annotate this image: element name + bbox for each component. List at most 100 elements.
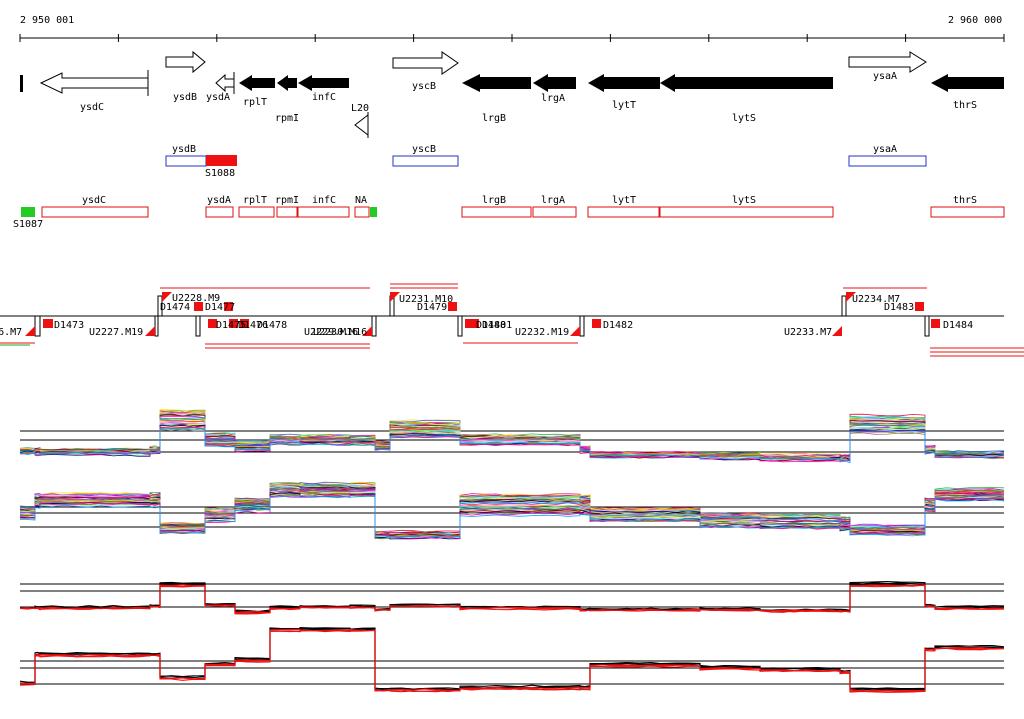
segment-label: U2230.M16 [313,327,367,338]
genome-ruler: 2 950 001 2 960 000 [19,15,1005,42]
segment-label: U2234.M7 [852,294,900,305]
segment-label: U2227.M19 [89,327,143,338]
segment-label: U2226.M7 [0,327,22,338]
segment-label: D1484 [943,320,973,331]
segment-label: D1473 [54,320,84,331]
gene-L20[interactable]: L20 [351,103,369,138]
segment-marker-D1473[interactable] [43,319,53,328]
gene-ysdB[interactable]: ysdB [165,50,206,103]
gene-infC[interactable]: infC [298,75,349,103]
gene-rpmI[interactable]: rpmI [275,75,299,124]
feature-label: S1087 [13,219,43,230]
segment-marker-D1477[interactable] [224,302,233,311]
feature-box-ysdC[interactable] [41,206,149,218]
segment-label: U2232.M19 [515,327,569,338]
panel-reverse-strand-summary [19,627,1005,693]
gene-label: rpmI [275,113,299,124]
gene-label: ysaA [873,71,897,82]
gene-label: lytS [732,113,756,124]
segment-marker-D1479[interactable] [448,302,457,311]
segment-marker-D1476[interactable] [229,319,238,328]
gene-lrgA[interactable]: lrgA [533,74,576,104]
gene-label: lrgB [482,113,506,124]
segment-marker-D1483[interactable] [915,302,924,311]
feature-label: S1088 [205,168,235,179]
gene-label: ysdA [206,92,230,103]
segment-marker-D1480[interactable] [465,319,479,328]
feature-label: ysaA [873,144,897,155]
feature-box-S1087[interactable] [21,207,35,217]
ruler-end-label: 2 960 000 [948,15,1002,26]
feature-box-lytT[interactable] [587,206,660,218]
feature-label: lrgA [541,195,565,206]
gene-thrS[interactable]: thrS [931,74,1004,111]
segment-marker-D1484[interactable] [931,319,940,328]
segment-marker-D1474[interactable] [194,302,203,311]
feature-label: ysdB [172,144,196,155]
feature-box-NA[interactable] [354,206,370,218]
feature-box-infC[interactable] [297,206,350,218]
feature-box-thrS[interactable] [930,206,1005,218]
feature-label: lrgB [482,195,506,206]
segment-label: D1479 [417,302,447,313]
gene-label: ysdB [173,92,197,103]
gene-label: infC [312,92,336,103]
gene-label: ysdC [80,102,104,113]
gene-annotation-track: ysdC ysdB ysdA rplT rpmI infC L20 [20,50,1004,138]
feature-box-lytS[interactable] [659,206,834,218]
segment-label: D1483 [884,302,914,313]
start-marker [370,207,377,217]
gene-rplT[interactable]: rplT [239,75,275,108]
gene-lytT[interactable]: lytT [588,74,660,111]
segment-label: U2233.M7 [784,327,832,338]
feature-box-rplT[interactable] [238,206,275,218]
feature-label: ysdA [207,195,231,206]
gene-ysaA[interactable]: ysaA [848,51,927,82]
feature-label: yscB [412,144,436,155]
feature-box-S1088[interactable] [206,155,237,166]
segment-marker-D1482[interactable] [592,319,601,328]
gene-label: rplT [243,97,267,108]
segment-label: D1481 [482,320,512,331]
expression-panels [19,409,1005,693]
feature-box-rpmI[interactable] [276,206,298,218]
segment-label: U2231.M10 [399,294,453,305]
feature-box-lrgA[interactable] [532,206,577,218]
forward-feature-track: ysdB S1088 yscB ysaA [165,144,927,179]
gene-ysdA[interactable]: ysdA [206,72,235,103]
feature-label: ysdC [82,195,106,206]
panel-reverse-strand-tiling [19,481,1005,540]
gene-fragment-left[interactable] [20,75,23,92]
gene-yscB[interactable]: yscB [392,51,459,92]
panel-forward-strand-tiling [19,409,1005,464]
segmentation-track: U2228.M9 D1474 D1477 U2231.M10 D1479 U22… [0,283,1024,357]
feature-box-ysaA[interactable] [848,155,927,167]
gene-label: thrS [953,100,977,111]
feature-box-lrgB[interactable] [461,206,532,218]
segment-label: D1476 [238,320,268,331]
gene-lrgB[interactable]: lrgB [462,74,531,124]
feature-box-yscB[interactable] [392,155,459,167]
reverse-feature-track: S1087 ysdC ysdA rplT rpmI infC NA lrgB l… [13,195,1005,230]
segment-label: U2228.M9 [172,293,220,304]
feature-label: lytT [612,195,636,206]
segment-label: D1480 [476,320,506,331]
gene-ysdC[interactable]: ysdC [39,70,149,113]
feature-box-ysdB[interactable] [165,155,207,167]
segment-label: D1478 [257,320,287,331]
feature-label: lytS [732,195,756,206]
gene-lytS[interactable]: lytS [660,74,833,124]
gene-label: lytT [612,100,636,111]
segment-marker-D1478[interactable] [240,319,249,328]
panel-forward-strand-summary [19,581,1005,615]
feature-label: infC [312,195,336,206]
feature-label: NA [355,195,367,206]
feature-box-ysdA[interactable] [205,206,234,218]
ruler-start-label: 2 950 001 [20,15,74,26]
segment-marker-D1475[interactable] [208,319,217,328]
segment-label: D1477 [205,302,235,313]
gene-label: lrgA [541,93,565,104]
segment-label: D1474 [160,302,190,313]
